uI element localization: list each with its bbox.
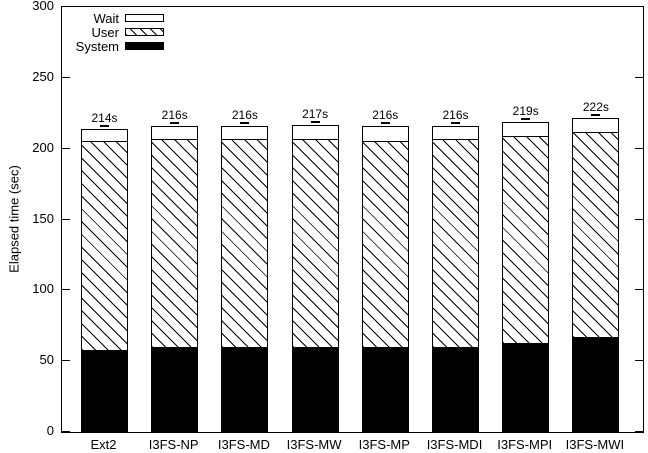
bar-i3fs-mdi: 216s [432,108,479,432]
legend: Wait User System [64,10,164,54]
y-tick-150 [62,218,70,220]
bar-segment-system [572,338,620,432]
legend-item-user: User [64,24,164,40]
y-tick-100 [62,289,70,291]
bar-segment-wait [291,124,339,141]
error-whisker [170,122,180,124]
legend-swatch-system [125,42,164,50]
bar-segment-wait [221,126,269,141]
bar-segment-wait [151,126,199,141]
y-tick-250 [62,76,70,78]
error-whisker [591,113,601,116]
bar-total-label: 216s [231,108,258,122]
y-tick-300 [62,6,70,7]
error-whisker [451,122,460,124]
bar-segment-user [151,140,199,349]
y-tick-0 [635,431,643,432]
legend-label-wait: Wait [93,10,119,26]
bar-total-label: 216s [442,108,469,122]
y-tick-100 [635,289,643,291]
error-whisker [310,120,320,123]
plot-area: Wait User System 214s 216s 216s 217s 216s 216s 2… [61,6,644,433]
bar-total-label: 214s [91,110,118,125]
bar-i3fs-mpi: 219s [502,104,550,432]
x-label-i3fs-mp: I3FS-MP [358,437,410,452]
bar-segment-wait [572,117,620,134]
y-tick-150 [635,218,643,220]
x-label-i3fs-mpi: I3FS-MPI [497,437,553,452]
bar-i3fs-mp: 216s [361,108,409,432]
error-whisker [100,124,109,127]
y-tick-0 [62,431,70,432]
error-whisker [240,122,250,124]
legend-item-wait: Wait [64,10,164,26]
error-whisker [380,122,390,124]
bar-segment-system [432,348,479,432]
bar-segment-wait [81,128,128,142]
x-label-i3fs-mdi: I3FS-MDI [426,437,483,452]
bar-i3fs-mw: 217s [291,107,339,432]
bar-segment-user [361,141,409,349]
bar-segment-user [432,140,479,349]
y-tick-label-200: 200 [32,139,54,155]
y-tick-label-50: 50 [39,352,54,368]
bar-segment-wait [361,126,409,142]
x-label-i3fs-mw: I3FS-MW [286,437,342,452]
bar-segment-wait [432,126,479,141]
bar-segment-system [81,351,128,432]
legend-item-system: System [64,38,164,54]
bar-segment-system [361,348,409,432]
y-tick-200 [635,147,643,149]
y-tick-250 [635,76,643,78]
bar-total-label: 216s [372,108,399,122]
x-label-i3fs-mwi: I3FS-MWI [565,437,625,452]
bar-segment-system [502,344,550,432]
y-tick-label-250: 250 [32,68,54,84]
legend-swatch-user [125,28,164,36]
bar-segment-user [572,133,620,339]
bar-segment-system [221,348,269,432]
bar-i3fs-np: 216s [151,108,199,432]
bar-segment-system [291,348,339,432]
bar-segment-user [221,140,269,349]
y-tick-50 [62,360,70,362]
bar-ext2: 214s [81,111,128,432]
y-tick-label-300: 300 [32,0,54,13]
bar-total-label: 219s [512,103,539,118]
bar-segment-user [291,140,339,349]
x-label-ext2: Ext2 [90,437,117,452]
legend-swatch-wait [125,14,164,22]
bar-i3fs-md: 216s [221,108,269,432]
bar-total-label: 222s [582,99,609,114]
error-whisker [521,117,531,120]
bar-total-label: 216s [161,108,188,122]
bar-segment-system [151,348,199,432]
y-tick-200 [62,147,70,149]
legend-label-system: System [75,38,119,54]
x-label-i3fs-np: I3FS-NP [148,437,199,452]
y-tick-label-100: 100 [32,281,54,297]
y-tick-50 [635,360,643,362]
bar-segment-wait [502,121,550,138]
legend-label-user: User [91,24,119,40]
y-tick-label-0: 0 [46,423,54,438]
y-tick-300 [635,6,643,7]
bar-i3fs-mwi: 222s [572,100,620,433]
y-tick-label-150: 150 [32,210,54,226]
x-label-i3fs-md: I3FS-MD [217,437,270,452]
bar-segment-user [502,137,550,345]
bar-segment-user [81,141,128,352]
bar-total-label: 217s [302,106,329,121]
